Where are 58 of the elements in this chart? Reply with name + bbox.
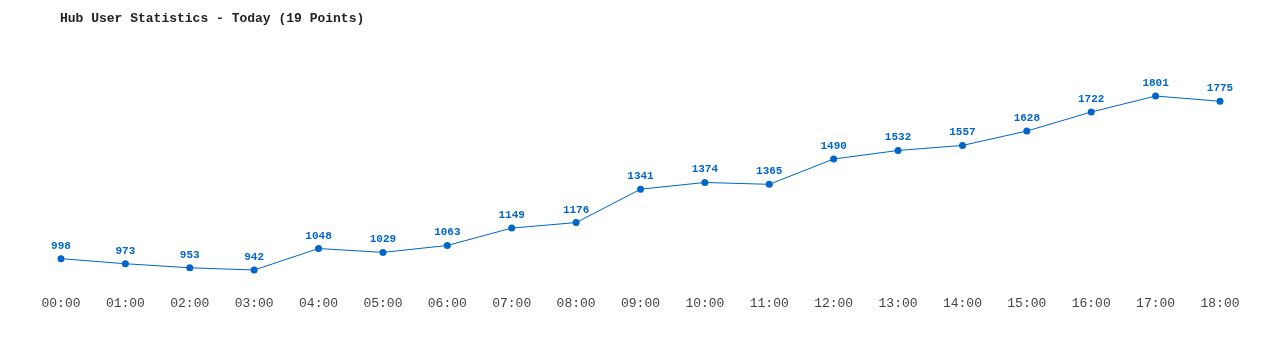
data-label: 1557	[949, 126, 976, 139]
data-label: 1374	[691, 163, 719, 176]
point	[830, 155, 838, 163]
data-label: 1365	[756, 165, 783, 178]
x-tick-label: 10:00	[685, 296, 725, 311]
data-label: 1029	[369, 233, 397, 246]
point	[1087, 108, 1095, 116]
data-label: 942	[244, 251, 265, 263]
x-tick-label: 02:00	[170, 296, 210, 311]
point	[379, 248, 387, 256]
point	[894, 146, 902, 154]
x-tick-label: 09:00	[620, 296, 661, 311]
data-label: 1628	[1013, 112, 1041, 125]
point	[315, 245, 323, 253]
data-label: 1775	[1206, 82, 1234, 95]
point	[1152, 92, 1160, 100]
x-tick-label: 18:00	[1200, 296, 1240, 311]
point	[443, 241, 451, 249]
point	[186, 264, 194, 272]
x-tick-label: 07:00	[492, 296, 532, 311]
data-label: 1722	[1078, 93, 1105, 105]
data-label: 973	[115, 244, 136, 257]
x-tick-label: 08:00	[556, 296, 596, 311]
x-tick-label: 13:00	[878, 296, 918, 311]
data-label: 1532	[884, 131, 912, 144]
x-tick-label: 15:00	[1007, 296, 1047, 311]
data-label: 1048	[305, 229, 333, 242]
x-tick-label: 03:00	[234, 296, 274, 311]
data-label: 1801	[1142, 77, 1170, 89]
data-label: 953	[179, 248, 201, 261]
data-label: 1341	[627, 170, 655, 183]
x-tick-label: 06:00	[427, 296, 467, 311]
point	[765, 180, 773, 188]
chart-title: Hub User Statistics - Today (19 Points)	[60, 11, 365, 26]
point	[1023, 127, 1031, 135]
point	[958, 141, 966, 149]
point	[121, 260, 129, 268]
data-label: 1063	[434, 226, 461, 239]
data-label: 1149	[498, 209, 525, 222]
data-label: 1490	[820, 140, 847, 152]
x-tick-label: 04:00	[299, 296, 339, 311]
x-tick-label: 00:00	[41, 296, 81, 311]
point	[57, 255, 65, 263]
x-tick-label: 11:00	[749, 296, 789, 311]
x-tick-label: 17:00	[1136, 296, 1176, 311]
point	[1216, 97, 1224, 105]
x-tick-label: 01:00	[105, 296, 145, 311]
x-tick-label: 14:00	[942, 296, 982, 311]
point	[572, 219, 580, 227]
data-label: 998	[51, 239, 72, 252]
x-tick-label: 16:00	[1071, 296, 1111, 311]
point	[250, 266, 258, 274]
x-tick-label: 12:00	[814, 296, 854, 311]
point	[701, 178, 709, 186]
point	[637, 185, 644, 193]
x-tick-label: 05:00	[363, 296, 403, 311]
data-label: 1176	[562, 203, 590, 216]
point	[508, 224, 516, 232]
